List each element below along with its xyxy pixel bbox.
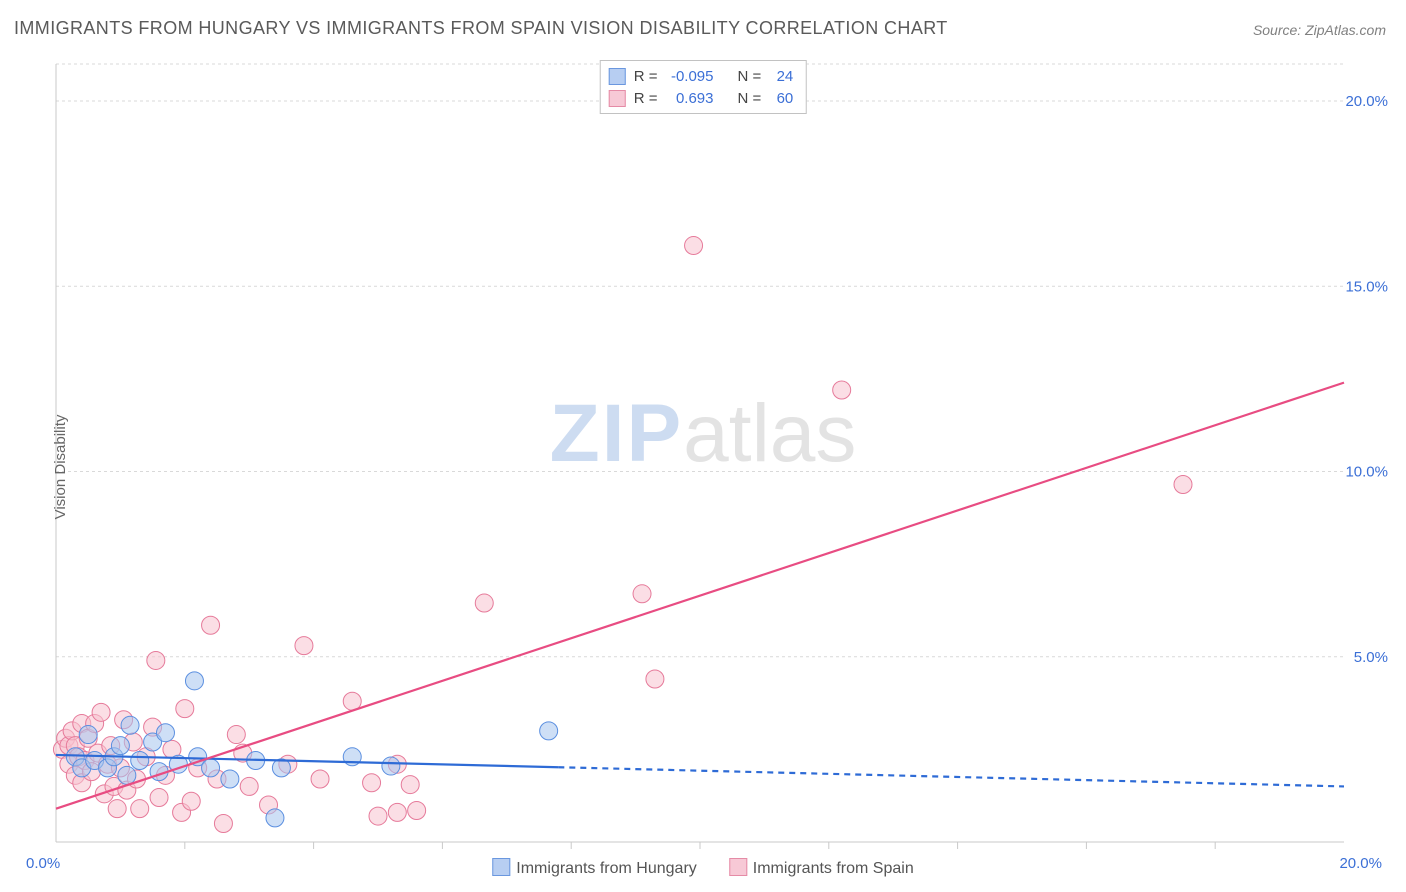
legend-n-value-spain: 60 (769, 90, 793, 107)
chart-container: Vision Disability ZIPatlas 0.0%20.0%5.0%… (14, 56, 1392, 878)
scatter-plot-svg: 0.0% 20.0% 5.0% 10.0% 15.0% 20.0% (14, 56, 1392, 878)
legend-item-spain: Immigrants from Spain (729, 858, 914, 878)
legend-series: Immigrants from Hungary Immigrants from … (492, 858, 913, 878)
legend-item-hungary: Immigrants from Hungary (492, 858, 697, 878)
legend-row-spain: R = 0.693 N = 60 (609, 87, 794, 109)
svg-text:5.0%: 5.0% (1354, 649, 1388, 666)
legend-r-value-spain: 0.693 (666, 90, 714, 107)
legend-r-value-hungary: -0.095 (666, 68, 714, 85)
legend-n-label: N = (738, 90, 762, 107)
svg-text:0.0%: 0.0% (26, 855, 60, 872)
svg-text:10.0%: 10.0% (1345, 464, 1388, 481)
legend-r-label: R = (634, 68, 658, 85)
legend-row-hungary: R = -0.095 N = 24 (609, 65, 794, 87)
chart-title: IMMIGRANTS FROM HUNGARY VS IMMIGRANTS FR… (14, 18, 948, 39)
legend-label-hungary: Immigrants from Hungary (516, 860, 697, 877)
y-axis-label: Vision Disability (52, 415, 69, 520)
legend-swatch-pink (609, 90, 626, 107)
legend-n-value-hungary: 24 (769, 68, 793, 85)
legend-swatch-blue (609, 68, 626, 85)
legend-r-label: R = (634, 90, 658, 107)
legend-swatch-pink-icon (729, 858, 747, 876)
svg-text:20.0%: 20.0% (1345, 93, 1388, 110)
svg-text:20.0%: 20.0% (1339, 855, 1382, 872)
legend-n-label: N = (738, 68, 762, 85)
legend-label-spain: Immigrants from Spain (753, 860, 914, 877)
legend-correlation-box: R = -0.095 N = 24 R = 0.693 N = 60 (600, 60, 807, 114)
source-attribution: Source: ZipAtlas.com (1253, 22, 1386, 38)
legend-swatch-blue-icon (492, 858, 510, 876)
svg-text:15.0%: 15.0% (1345, 278, 1388, 295)
